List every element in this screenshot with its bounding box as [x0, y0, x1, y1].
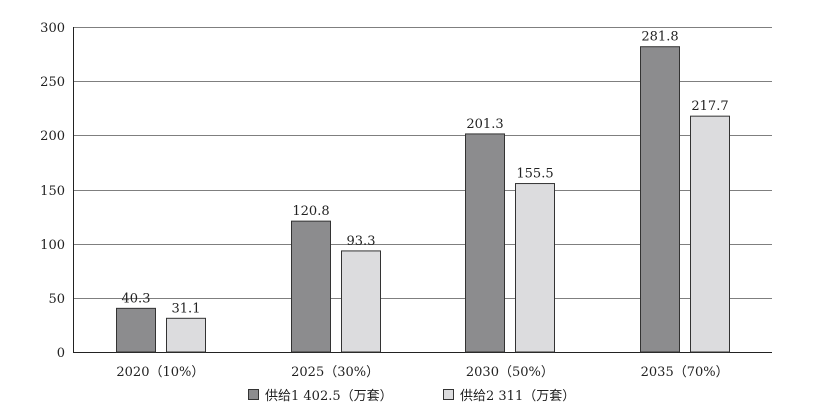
legend: 供给1 402.5（万套） 供给2 311（万套）: [248, 388, 575, 404]
bar-series2-0: [166, 317, 206, 353]
bar-series1-1: [291, 220, 331, 353]
x-tick-label-2: 2030（50%）: [466, 365, 554, 380]
y-tick-label-300: 300: [40, 21, 65, 36]
y-tick-label-200: 200: [40, 129, 65, 144]
y-tick-label-150: 150: [40, 184, 65, 199]
bar-series2-2: [515, 183, 555, 353]
data-labels: 40.3 31.1 120.8 93.3 201.3 155.5 281.8 217.7: [122, 30, 729, 317]
bar-series1-2: [465, 133, 505, 353]
y-tick-label-0: 0: [57, 346, 65, 361]
data-label-series1-2: 201.3: [466, 117, 503, 132]
bar-series1-0: [116, 307, 156, 353]
x-tick-label-0: 2020（10%）: [116, 365, 204, 380]
bars: [116, 46, 730, 353]
legend-label-series1: 供给1 402.5（万套）: [265, 388, 393, 404]
data-label-series1-0: 40.3: [122, 291, 151, 306]
data-label-series2-3: 217.7: [691, 99, 728, 114]
data-label-series2-1: 93.3: [347, 234, 376, 249]
y-tick-label-250: 250: [40, 75, 65, 90]
data-label-series2-2: 155.5: [516, 167, 553, 182]
y-tick-label-50: 50: [48, 292, 65, 307]
data-label-series1-3: 281.8: [641, 30, 678, 45]
bar-series1-3: [640, 46, 680, 353]
data-label-series2-0: 31.1: [172, 301, 201, 316]
legend-label-series2: 供给2 311（万套）: [460, 388, 575, 404]
x-tick-label-3: 2035（70%）: [641, 365, 729, 380]
x-tick-label-1: 2025（30%）: [291, 365, 379, 380]
data-label-series1-1: 120.8: [292, 204, 329, 219]
legend-swatch-series1: [248, 389, 259, 400]
legend-swatch-series2: [443, 389, 454, 400]
bar-series2-1: [341, 250, 381, 353]
bar-series2-3: [690, 115, 730, 353]
y-tick-label-100: 100: [40, 238, 65, 253]
